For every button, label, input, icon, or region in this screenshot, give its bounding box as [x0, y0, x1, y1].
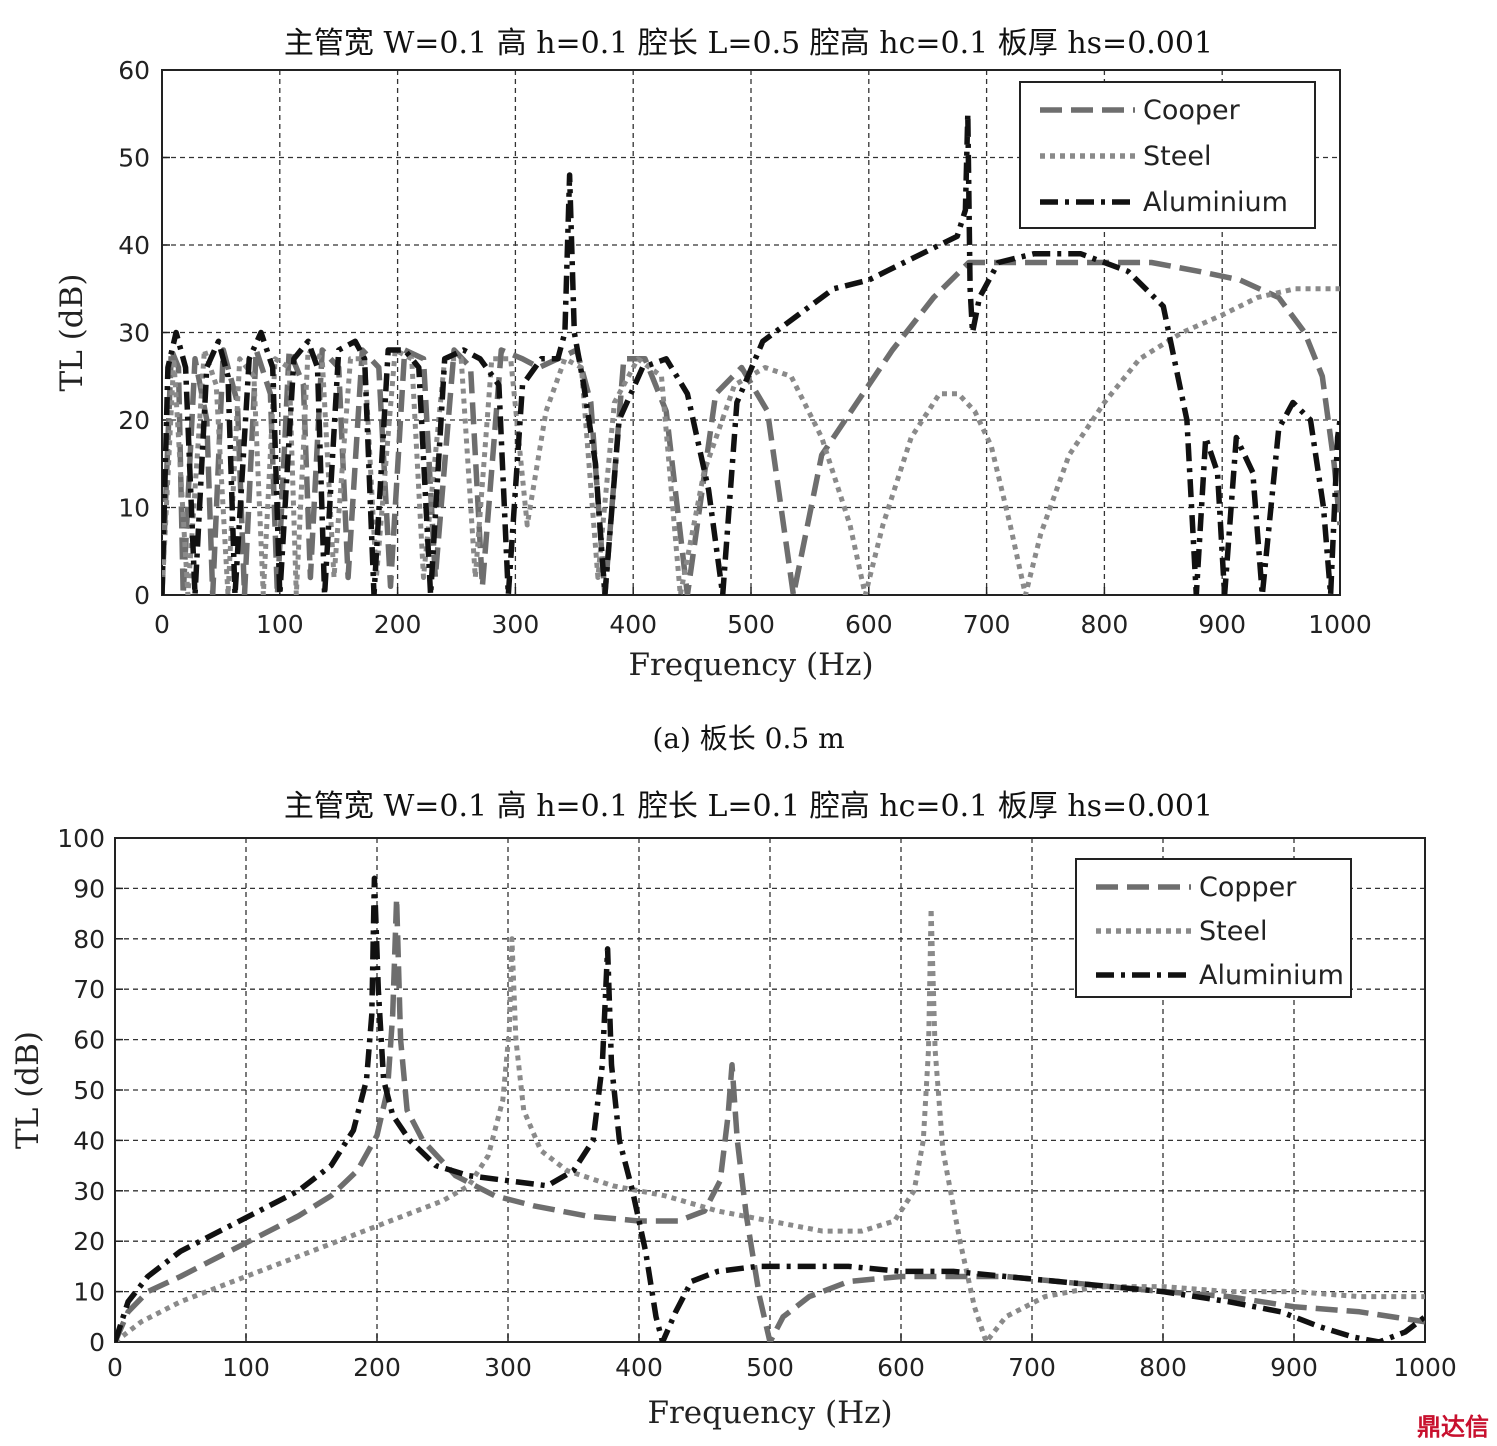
chart-1-x-tick-label: 400: [609, 610, 657, 639]
chart-1-x-tick-label: 1000: [1308, 610, 1372, 639]
chart-1-y-tick-label: 10: [118, 494, 150, 523]
chart-1-title: 主管宽 W=0.1 高 h=0.1 腔长 L=0.5 腔高 hc=0.1 板厚 …: [283, 26, 1214, 61]
chart-1-legend-label-aluminium: Aluminium: [1143, 187, 1288, 218]
chart-2-x-tick-label: 100: [222, 1353, 270, 1382]
chart-1-y-axis-label: TL (dB): [54, 274, 90, 392]
chart-2-x-tick-label: 600: [877, 1353, 925, 1382]
chart-2-series-line-copper: [115, 895, 1425, 1342]
chart-2-x-tick-label: 0: [107, 1353, 123, 1382]
chart-2-x-axis-label: Frequency (Hz): [647, 1395, 892, 1431]
chart-2-x-tick-label: 800: [1139, 1353, 1187, 1382]
chart-2-series-line-aluminium: [115, 875, 1425, 1342]
chart-2-y-tick-label: 40: [73, 1126, 105, 1155]
chart-2-legend-label-aluminium: Aluminium: [1199, 960, 1344, 991]
chart-2-series-line-steel: [115, 906, 1425, 1342]
chart-2-x-tick-label: 700: [1008, 1353, 1056, 1382]
chart-2-y-tick-label: 50: [73, 1076, 105, 1105]
chart-1-x-tick-label: 200: [374, 610, 422, 639]
chart-2-y-tick-label: 90: [73, 874, 105, 903]
chart-1-legend-box: [1019, 81, 1316, 229]
watermark-logo: 鼎达信: [1417, 1413, 1489, 1441]
chart-1-x-tick-label: 0: [154, 610, 170, 639]
chart-2-y-tick-label: 100: [57, 824, 105, 853]
chart-1-svg: 0 100 200 300 400 500 600 700 800 900 1000 0 10 20 30 4…: [54, 56, 1372, 683]
chart-2-y-tick-label: 60: [73, 1026, 105, 1055]
chart-2-y-tick-label: 20: [73, 1227, 105, 1256]
chart-2-legend-label-copper: Copper: [1199, 872, 1297, 903]
chart-2-y-tick-label: 0: [89, 1328, 105, 1357]
chart-1-x-tick-label: 800: [1081, 610, 1129, 639]
caption-a: (a) 板长 0.5 m: [652, 722, 845, 755]
chart-1-x-tick-label: 100: [256, 610, 304, 639]
chart-2-x-tick-label: 200: [353, 1353, 401, 1382]
chart-2-x-tick-label: 400: [615, 1353, 663, 1382]
chart-1-legend-label-steel: Steel: [1143, 141, 1211, 172]
chart-1-x-tick-label: 300: [492, 610, 540, 639]
chart-1-y-tick-label: 40: [118, 231, 150, 260]
chart-2-y-tick-label: 30: [73, 1177, 105, 1206]
chart-1-x-tick-label: 700: [963, 610, 1011, 639]
chart-2-y-tick-label: 10: [73, 1278, 105, 1307]
chart-2-series-group: [115, 875, 1425, 1342]
chart-2-y-tick-label: 80: [73, 925, 105, 954]
chart-1-series-line-cooper: [162, 259, 1340, 595]
chart-2-y-axis-label: TL (dB): [10, 1031, 46, 1149]
chart-1-legend-label-cooper: Cooper: [1143, 95, 1241, 126]
chart-1-series-line-steel: [162, 286, 1340, 595]
chart-1-x-axis-label: Frequency (Hz): [628, 647, 873, 683]
chart-1-x-tick-label: 600: [845, 610, 893, 639]
chart-1-y-tick-label: 60: [118, 56, 150, 85]
chart-1-series-line-aluminium: [162, 111, 1340, 595]
chart-1-series-group: [162, 111, 1340, 595]
chart-2-legend-label-steel: Steel: [1199, 916, 1267, 947]
chart-1-y-tick-label: 50: [118, 144, 150, 173]
chart-2-x-tick-label: 1000: [1393, 1353, 1457, 1382]
chart-1-x-tick-label: 500: [727, 610, 775, 639]
chart-1-y-tick-label: 0: [134, 581, 150, 610]
chart-1-y-tick-label: 20: [118, 406, 150, 435]
chart-2-x-tick-label: 900: [1270, 1353, 1318, 1382]
chart-2-x-tick-label: 300: [484, 1353, 532, 1382]
chart-2-y-tick-label: 70: [73, 975, 105, 1004]
chart-1-y-tick-label: 30: [118, 319, 150, 348]
chart-2-title: 主管宽 W=0.1 高 h=0.1 腔长 L=0.1 腔高 hc=0.1 板厚 …: [283, 789, 1214, 824]
chart-2-x-tick-label: 500: [746, 1353, 794, 1382]
chart-1-x-tick-label: 900: [1198, 610, 1246, 639]
